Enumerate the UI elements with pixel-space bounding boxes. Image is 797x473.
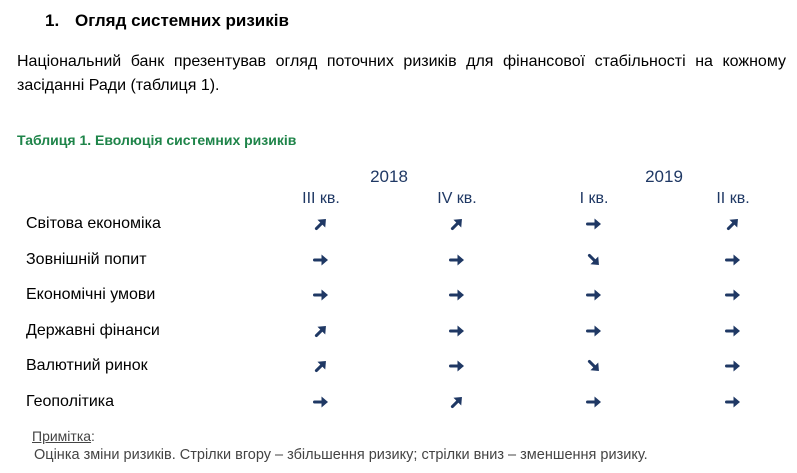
section-heading: 1. Огляд системних ризиків	[45, 11, 289, 31]
row-label: Валютний ринок	[26, 357, 148, 375]
quarter-header: II кв.	[716, 190, 750, 207]
arrow-up-right-icon	[313, 358, 329, 374]
row-label: Геополітика	[26, 393, 115, 410]
arrow-right-icon	[313, 394, 329, 410]
arrow-right-icon	[725, 394, 741, 410]
arrow-right-icon	[725, 358, 741, 374]
arrow-right-icon	[449, 323, 465, 339]
arrow-right-icon	[586, 394, 602, 410]
arrow-right-icon	[313, 287, 329, 303]
arrow-right-icon	[586, 323, 602, 339]
note-colon: :	[91, 428, 95, 444]
note-heading: Примітка:	[32, 428, 95, 444]
arrow-right-icon	[449, 358, 465, 374]
note-label: Примітка	[32, 428, 92, 444]
arrow-right-icon	[725, 287, 741, 303]
quarter-header: IV кв.	[437, 190, 477, 207]
arrow-up-right-icon	[449, 394, 465, 410]
row-label: Зовнішній попит	[26, 250, 147, 268]
arrow-right-icon	[449, 287, 465, 303]
arrow-right-icon	[586, 216, 602, 232]
row-label: Світова економіка	[26, 215, 161, 232]
arrow-up-right-icon	[313, 323, 329, 339]
arrow-up-right-icon	[449, 216, 465, 232]
year-header-2018: 2018	[370, 167, 408, 186]
arrow-up-right-icon	[725, 216, 741, 232]
intro-paragraph: Національний банк презентував огляд пото…	[17, 53, 786, 94]
arrow-right-icon	[725, 323, 741, 339]
arrow-right-icon	[586, 287, 602, 303]
year-header-2019: 2019	[645, 167, 683, 186]
arrow-right-icon	[449, 252, 465, 268]
quarter-header: I кв.	[579, 190, 609, 207]
section-title: Огляд системних ризиків	[75, 11, 289, 30]
arrow-right-icon	[313, 252, 329, 268]
quarter-header: III кв.	[302, 190, 340, 207]
note-text: Оцінка зміни ризиків. Стрілки вгору – зб…	[34, 447, 648, 463]
arrow-down-right-icon	[586, 358, 602, 374]
arrow-down-right-icon	[586, 252, 602, 268]
section-number: 1.	[45, 11, 60, 30]
row-label: Державні фінанси	[26, 321, 160, 339]
arrow-up-right-icon	[313, 216, 329, 232]
table-caption: Таблиця 1. Еволюція системних ризиків	[17, 132, 297, 148]
row-label: Економічні умови	[26, 286, 156, 304]
arrow-right-icon	[725, 252, 741, 268]
